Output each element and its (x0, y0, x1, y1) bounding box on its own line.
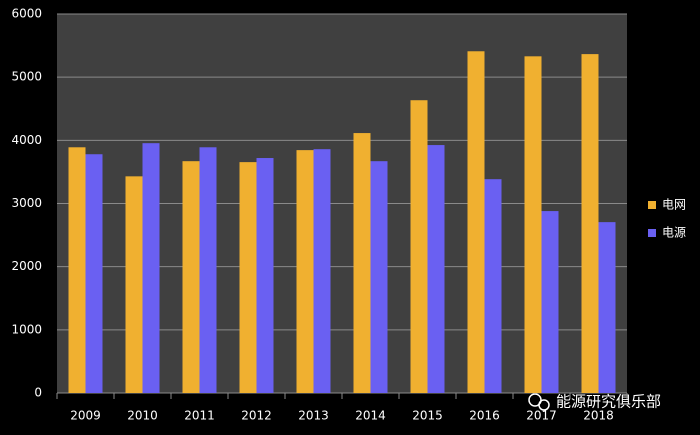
y-tick-label: 5000 (11, 70, 42, 84)
bar (125, 176, 143, 393)
x-tick-label: 2010 (127, 409, 158, 423)
x-tick-label: 2015 (412, 409, 443, 423)
x-tick-label: 2014 (355, 409, 386, 423)
bar (142, 143, 160, 393)
y-tick-label: 0 (34, 386, 42, 400)
legend-swatch (648, 229, 656, 237)
bar (581, 54, 599, 393)
y-tick-label: 2000 (11, 259, 42, 273)
legend-swatch (648, 201, 656, 209)
x-tick-label: 2013 (298, 409, 329, 423)
bar (68, 147, 86, 393)
legend-label: 电源 (662, 226, 686, 240)
x-tick-label: 2016 (469, 409, 500, 423)
bar (199, 147, 217, 393)
bar (313, 149, 331, 393)
bar (256, 158, 274, 393)
watermark: 能源研究俱乐部 (556, 393, 661, 411)
x-tick-label: 2009 (70, 409, 101, 423)
y-tick-label: 3000 (11, 196, 42, 210)
y-tick-label: 6000 (11, 7, 42, 21)
bar (427, 145, 445, 393)
x-tick-label: 2018 (583, 409, 614, 423)
bar (370, 161, 388, 393)
bar (85, 154, 103, 393)
legend-label: 电网 (662, 198, 686, 212)
bar (182, 161, 200, 393)
bar (524, 56, 542, 394)
x-tick-label: 2012 (241, 409, 272, 423)
bar (353, 133, 371, 394)
watermark-icon (528, 393, 550, 411)
y-tick-label: 4000 (11, 133, 42, 147)
bar (239, 162, 257, 393)
bar (484, 179, 502, 393)
x-tick-label: 2011 (184, 409, 215, 423)
bar (541, 211, 559, 393)
bar (296, 150, 314, 393)
y-tick-label: 1000 (11, 322, 42, 336)
x-tick-label: 2017 (526, 409, 557, 423)
bar (410, 100, 428, 393)
bar (467, 51, 485, 393)
bar (598, 222, 616, 393)
